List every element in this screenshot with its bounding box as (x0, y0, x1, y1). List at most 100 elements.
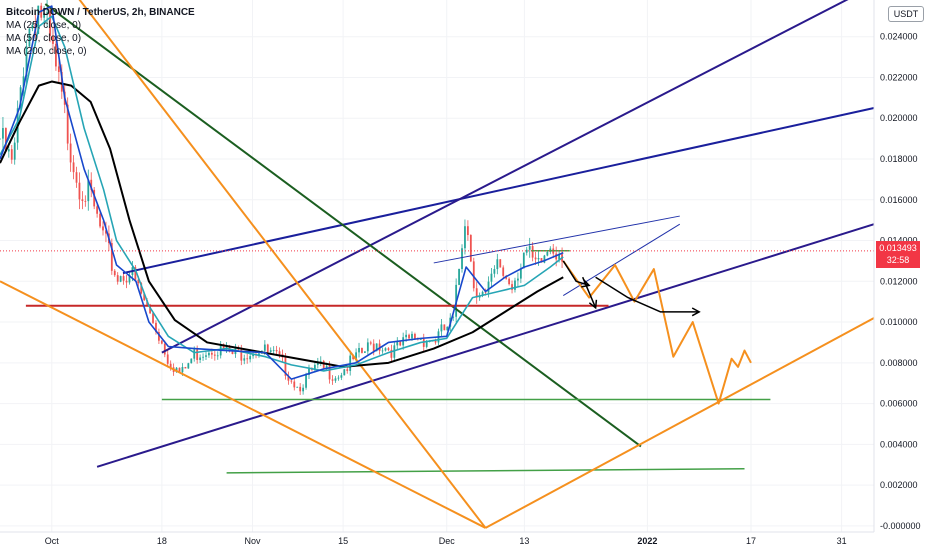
x-tick-label: Dec (439, 536, 456, 546)
candle-body (13, 142, 16, 160)
y-tick-label: -0.000000 (880, 521, 921, 531)
candle-body (296, 386, 299, 388)
arrow-head (581, 279, 591, 288)
candle-body (287, 375, 290, 381)
candle-body (319, 360, 322, 362)
candle-body (184, 367, 187, 369)
trend-line (226, 468, 745, 474)
candle-body (10, 149, 13, 160)
candle-body (137, 279, 140, 284)
arrow-head (691, 307, 701, 317)
candle-body (37, 5, 40, 35)
candle-body (128, 274, 131, 283)
x-tick-label: Nov (244, 536, 261, 546)
candle-body (499, 259, 502, 268)
candle-body (152, 313, 154, 323)
candle-body (193, 349, 196, 359)
trend-line (44, 3, 642, 448)
candle-body (243, 358, 246, 361)
candle-body (25, 46, 28, 77)
candle-body (178, 367, 181, 373)
candle-body (293, 381, 296, 388)
x-tick-label: 31 (837, 536, 847, 546)
candle-body (443, 324, 446, 331)
candle-body (405, 334, 408, 338)
candle-body (328, 365, 331, 380)
candle-body (252, 354, 254, 357)
candle-body (446, 326, 449, 331)
candle-body (422, 338, 425, 347)
candle-body (43, 13, 46, 18)
candle-body (387, 348, 390, 350)
candle-body (140, 283, 143, 294)
y-axis[interactable]: 0.024000 0.022000 0.020000 0.018000 0.016000… (880, 32, 921, 531)
candle-body (313, 364, 316, 370)
candle-body (7, 149, 10, 152)
y-tick-label: 0.004000 (880, 439, 918, 449)
candle-body (202, 356, 204, 358)
candle-body (222, 344, 225, 350)
ma200-legend[interactable]: MA (200, close, 0) (6, 46, 87, 57)
candle-body (517, 278, 519, 281)
candle-body (299, 386, 302, 392)
x-axis[interactable]: Oct 18 Nov 15 Dec 13 2022 17 31 (45, 536, 847, 546)
y-tick-label: 0.006000 (880, 399, 918, 409)
candle-body (340, 375, 343, 378)
trend-line (161, 0, 849, 354)
candle-body (546, 251, 549, 256)
candle-body (502, 267, 505, 276)
ma50-legend[interactable]: MA (50, close, 0) (6, 33, 82, 44)
trend-line (0, 280, 487, 529)
candle-body (372, 343, 375, 352)
candle-body (366, 342, 369, 352)
candle-body (266, 344, 269, 352)
x-tick-label: 13 (519, 536, 529, 546)
candle-body (308, 368, 310, 375)
candle-body (278, 351, 281, 355)
candle-body (275, 350, 278, 352)
candle-body (187, 363, 190, 369)
candle-body (190, 358, 193, 364)
ma25-line (0, 5, 564, 380)
candle-body (511, 284, 513, 290)
candle-body (225, 345, 228, 350)
candle-body (487, 281, 490, 293)
candle-body (419, 338, 422, 340)
candle-body (490, 273, 493, 282)
candle-body (75, 172, 78, 183)
candle-body (558, 254, 561, 260)
candle-body (84, 200, 87, 202)
symbol-title[interactable]: Bitcoin DOWN / TetherUS, 2h, BINANCE (6, 7, 195, 18)
projection-path (562, 260, 752, 405)
ma25-legend[interactable]: MA (25, close, 0) (6, 20, 82, 31)
candle-body (169, 363, 172, 368)
candle-body (425, 341, 428, 347)
arrow-head (588, 299, 598, 310)
candle-body (210, 352, 213, 355)
candle-body (543, 255, 546, 263)
candle-body (464, 226, 466, 249)
candle-body (66, 104, 69, 144)
y-tick-label: 0.010000 (880, 317, 918, 327)
candle-body (93, 189, 96, 207)
candle-body (90, 179, 93, 190)
candle-body (0, 138, 1, 140)
candle-body (110, 243, 113, 271)
candle-body (381, 350, 384, 352)
candle-body (384, 348, 387, 351)
candle-body (81, 199, 84, 201)
candle-body (440, 324, 443, 332)
candle-body (290, 380, 293, 382)
candle-body (69, 143, 72, 163)
candle-body (96, 206, 99, 214)
candle-body (414, 333, 416, 339)
candle-body (4, 128, 7, 152)
currency-button[interactable]: USDT (888, 6, 924, 22)
y-tick-label: 0.024000 (880, 32, 918, 42)
candle-body (325, 365, 328, 368)
candle-body (31, 24, 34, 29)
trend-line (96, 223, 875, 468)
